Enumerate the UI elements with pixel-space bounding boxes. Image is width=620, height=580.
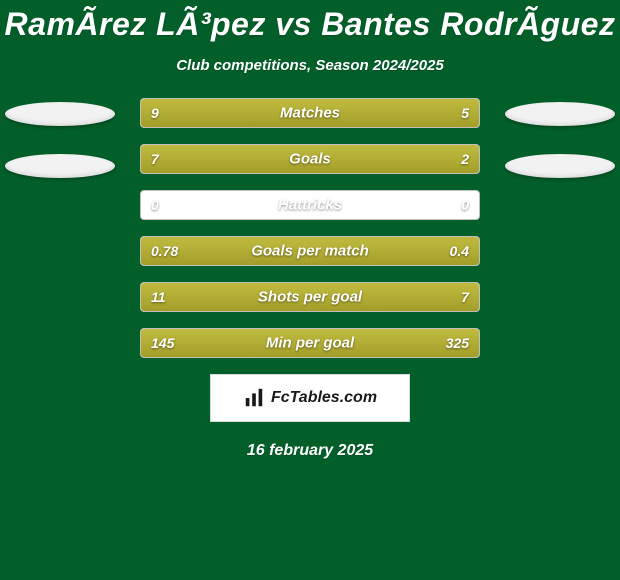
comparison-bar-row: Matches 9 5	[140, 98, 480, 128]
bar-value-right: 7	[461, 289, 469, 305]
avatar-column-right	[500, 98, 620, 178]
avatar-column-left	[0, 98, 120, 178]
date-text: 16 february 2025	[0, 442, 620, 460]
bar-fill-left	[141, 145, 405, 173]
avatar-left-2	[5, 154, 115, 178]
bar-fill-right	[347, 283, 479, 311]
comparison-bar-row: Min per goal 145 325	[140, 328, 480, 358]
avatar-left-1	[5, 102, 115, 126]
bar-label: Hattricks	[278, 197, 342, 214]
comparison-bar-row: Shots per goal 11 7	[140, 282, 480, 312]
bar-value-left: 0.78	[151, 243, 178, 259]
branding-chart-icon	[243, 387, 265, 409]
branding-text: FcTables.com	[271, 389, 377, 407]
bar-value-right: 5	[461, 105, 469, 121]
bar-value-left: 145	[151, 335, 174, 351]
page-subtitle: Club competitions, Season 2024/2025	[0, 57, 620, 74]
bar-value-left: 11	[151, 289, 166, 305]
comparison-bar-row: Goals per match 0.78 0.4	[140, 236, 480, 266]
avatar-right-2	[505, 154, 615, 178]
bar-label: Matches	[280, 105, 340, 122]
comparison-bar-row: Goals 7 2	[140, 144, 480, 174]
bar-value-right: 0	[461, 197, 469, 213]
comparison-bar-row: Hattricks 0 0	[140, 190, 480, 220]
bar-value-right: 0.4	[450, 243, 469, 259]
page-title: RamÃ­rez LÃ³pez vs Bantes RodrÃ­guez	[0, 0, 620, 43]
bar-value-right: 2	[461, 151, 469, 167]
branding-badge: FcTables.com	[210, 374, 410, 422]
bar-label: Goals	[289, 151, 331, 168]
avatar-right-1	[505, 102, 615, 126]
bar-value-right: 325	[446, 335, 469, 351]
page-root: RamÃ­rez LÃ³pez vs Bantes RodrÃ­guez Clu…	[0, 0, 620, 580]
bar-label: Min per goal	[266, 335, 354, 352]
bar-value-left: 9	[151, 105, 159, 121]
bar-value-left: 0	[151, 197, 159, 213]
comparison-content: Matches 9 5 Goals 7 2 Hattricks 0 0 Goals per mat…	[0, 98, 620, 358]
bar-value-left: 7	[151, 151, 159, 167]
bar-label: Goals per match	[251, 243, 369, 260]
bar-label: Shots per goal	[258, 289, 362, 306]
comparison-bars: Matches 9 5 Goals 7 2 Hattricks 0 0 Goals per mat…	[140, 98, 480, 358]
